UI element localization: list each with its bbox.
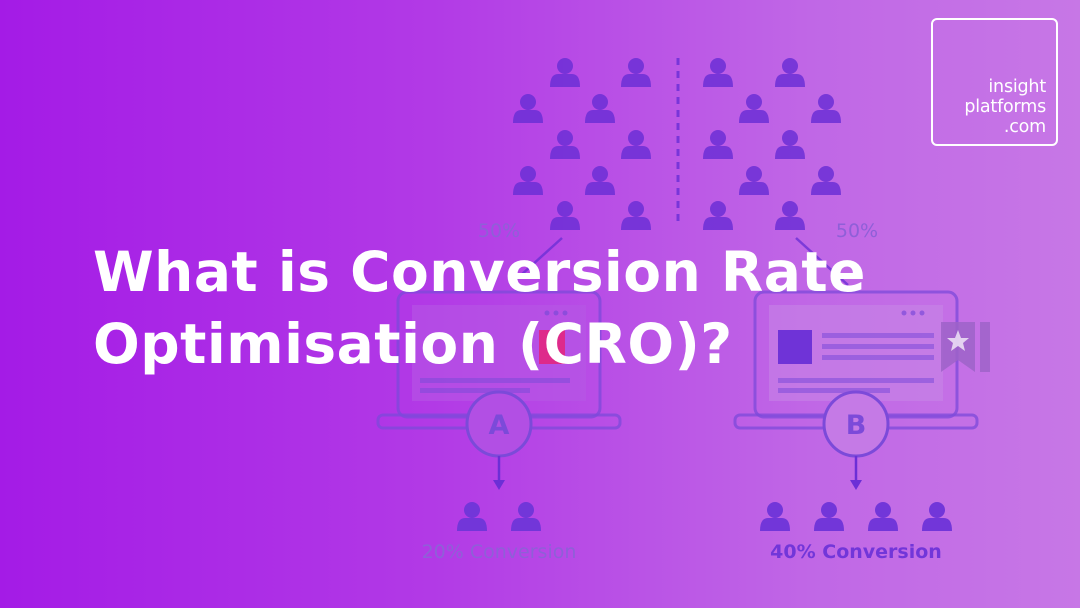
split-line-left bbox=[509, 237, 563, 286]
laptop-b-icon bbox=[733, 290, 979, 430]
right-crowd bbox=[703, 58, 841, 230]
person-icon bbox=[511, 502, 541, 531]
page-title: What is Conversion Rate Optimisation (CR… bbox=[93, 236, 866, 380]
logo-line-2: platforms bbox=[964, 97, 1046, 117]
person-icon bbox=[814, 502, 844, 531]
person-icon bbox=[775, 130, 805, 159]
variant-b-letter: B bbox=[846, 410, 867, 441]
arrow-down-icon bbox=[493, 456, 505, 490]
person-icon bbox=[513, 94, 543, 123]
person-icon bbox=[703, 58, 733, 87]
split-line-right bbox=[795, 237, 849, 286]
person-icon bbox=[550, 58, 580, 87]
person-icon bbox=[868, 502, 898, 531]
person-icon bbox=[922, 502, 952, 531]
image-placeholder-icon bbox=[778, 330, 812, 364]
arrow-down-icon bbox=[850, 456, 862, 490]
person-icon bbox=[550, 201, 580, 230]
person-icon bbox=[811, 94, 841, 123]
person-icon bbox=[703, 130, 733, 159]
person-icon bbox=[739, 94, 769, 123]
insight-platforms-logo: insight platforms .com bbox=[931, 18, 1058, 146]
person-icon bbox=[585, 166, 615, 195]
logo-line-3: .com bbox=[1003, 117, 1046, 137]
person-icon bbox=[550, 130, 580, 159]
person-icon bbox=[621, 130, 651, 159]
variant-a-conversion: 20% Conversion bbox=[422, 541, 577, 563]
logo-line-1: insight bbox=[988, 77, 1046, 97]
split-right-label: 50% bbox=[836, 220, 878, 242]
person-icon bbox=[739, 166, 769, 195]
person-icon bbox=[585, 94, 615, 123]
person-icon bbox=[760, 502, 790, 531]
person-icon bbox=[775, 58, 805, 87]
title-line-2: Optimisation (CRO)? bbox=[93, 312, 733, 376]
bookmark-star-icon bbox=[941, 322, 990, 372]
variant-b-conversion: 40% Conversion bbox=[770, 541, 942, 563]
person-icon bbox=[513, 166, 543, 195]
person-icon bbox=[703, 201, 733, 230]
variant-a-letter: A bbox=[489, 410, 510, 441]
person-icon bbox=[775, 201, 805, 230]
laptop-a-icon bbox=[376, 290, 622, 430]
title-line-1: What is Conversion Rate bbox=[93, 240, 866, 304]
person-icon bbox=[457, 502, 487, 531]
left-crowd bbox=[513, 58, 651, 230]
person-icon bbox=[621, 201, 651, 230]
person-icon bbox=[811, 166, 841, 195]
person-icon bbox=[621, 58, 651, 87]
image-placeholder-icon bbox=[539, 330, 565, 364]
split-left-label: 50% bbox=[478, 220, 520, 242]
